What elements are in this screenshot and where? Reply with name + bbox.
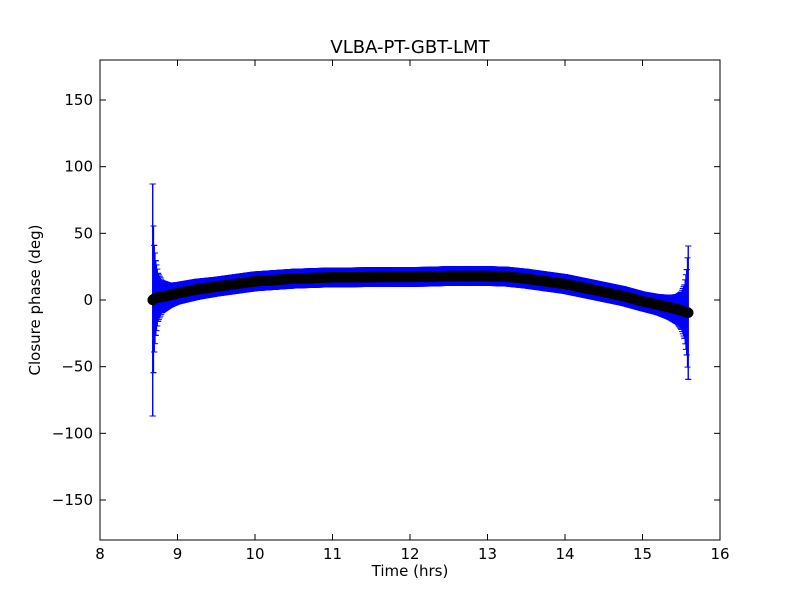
x-tick-label: 16 [710, 545, 729, 563]
y-tick-label: −100 [52, 424, 93, 442]
x-tick-label: 15 [633, 545, 652, 563]
x-tick-label: 14 [555, 545, 574, 563]
x-tick-label: 10 [245, 545, 264, 563]
x-tick-label: 13 [478, 545, 497, 563]
y-tick-label: 0 [83, 291, 93, 309]
x-tick-label: 11 [323, 545, 342, 563]
y-tick-label: −150 [52, 491, 93, 509]
x-axis: 8 9 10 11 12 13 14 15 16 [95, 60, 730, 563]
y-axis: −150 −100 −50 0 50 100 150 [52, 91, 720, 509]
chart-title: VLBA-PT-GBT-LMT [330, 37, 490, 58]
y-tick-label: 150 [64, 91, 93, 109]
data-point [682, 307, 694, 318]
x-tick-label: 9 [173, 545, 183, 563]
x-axis-label: Time (hrs) [371, 562, 449, 580]
x-tick-label: 8 [95, 545, 105, 563]
x-tick-label: 12 [400, 545, 419, 563]
y-tick-label: 50 [74, 224, 93, 242]
y-tick-label: 100 [64, 158, 93, 176]
y-tick-label: −50 [61, 358, 93, 376]
plot-area [147, 183, 694, 417]
y-axis-label: Closure phase (deg) [26, 225, 44, 376]
